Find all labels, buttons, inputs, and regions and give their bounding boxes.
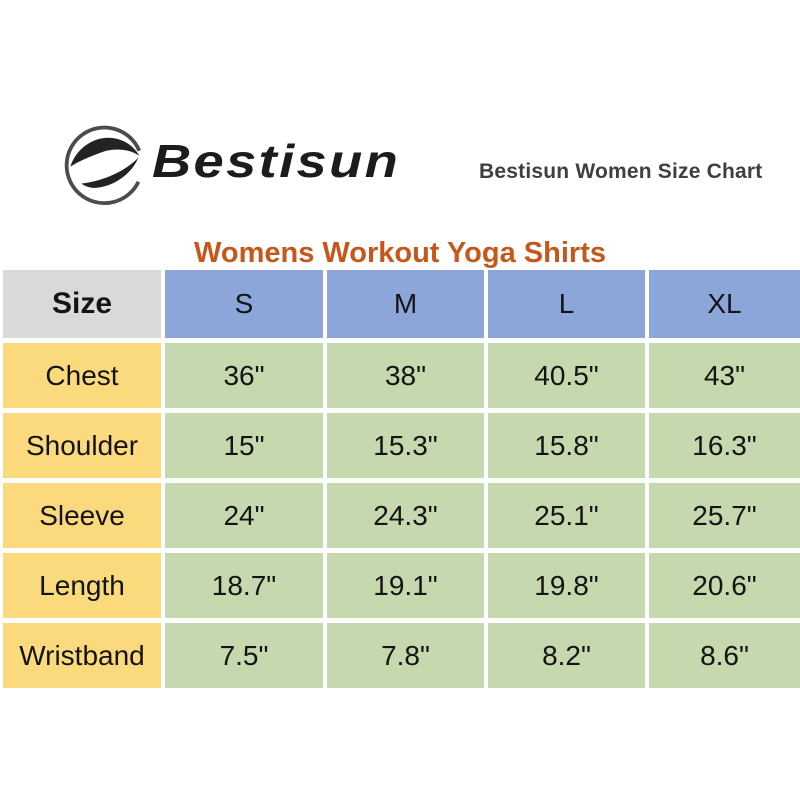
chest-xl-value: 43": [649, 343, 800, 408]
row-label-length: Length: [3, 553, 161, 618]
size-col-header-l: L: [488, 270, 645, 338]
size-col-header-xl: XL: [649, 270, 800, 338]
chart-title: Womens Workout Yoga Shirts: [194, 237, 606, 269]
row-label-wristband: Wristband: [3, 623, 161, 688]
sleeve-xl-value: 25.7": [649, 483, 800, 548]
shoulder-s-value: 15": [165, 413, 323, 478]
row-label-sleeve: Sleeve: [3, 483, 161, 548]
wristband-l-value: 8.2": [488, 623, 645, 688]
row-label-chest: Chest: [3, 343, 161, 408]
size-chart-caption: Bestisun Women Size Chart: [479, 160, 763, 183]
brand-logo-text: Bestisun: [152, 135, 401, 187]
length-xl-value: 20.6": [649, 553, 800, 618]
sleeve-l-value: 25.1": [488, 483, 645, 548]
shoulder-xl-value: 16.3": [649, 413, 800, 478]
shoulder-l-value: 15.8": [488, 413, 645, 478]
row-label-shoulder: Shoulder: [3, 413, 161, 478]
sleeve-m-value: 24.3": [327, 483, 484, 548]
wristband-s-value: 7.5": [165, 623, 323, 688]
shoulder-m-value: 15.3": [327, 413, 484, 478]
chest-m-value: 38": [327, 343, 484, 408]
bestisun-swoosh-logo-icon: [64, 125, 142, 205]
wristband-xl-value: 8.6": [649, 623, 800, 688]
size-corner-header: Size: [3, 270, 161, 338]
wristband-m-value: 7.8": [327, 623, 484, 688]
size-table: Size S M L XL Chest 36" 38" 40.5" 43" Sh…: [3, 270, 800, 688]
length-m-value: 19.1": [327, 553, 484, 618]
size-col-header-m: M: [327, 270, 484, 338]
chest-s-value: 36": [165, 343, 323, 408]
chest-l-value: 40.5": [488, 343, 645, 408]
size-col-header-s: S: [165, 270, 323, 338]
sleeve-s-value: 24": [165, 483, 323, 548]
length-l-value: 19.8": [488, 553, 645, 618]
length-s-value: 18.7": [165, 553, 323, 618]
